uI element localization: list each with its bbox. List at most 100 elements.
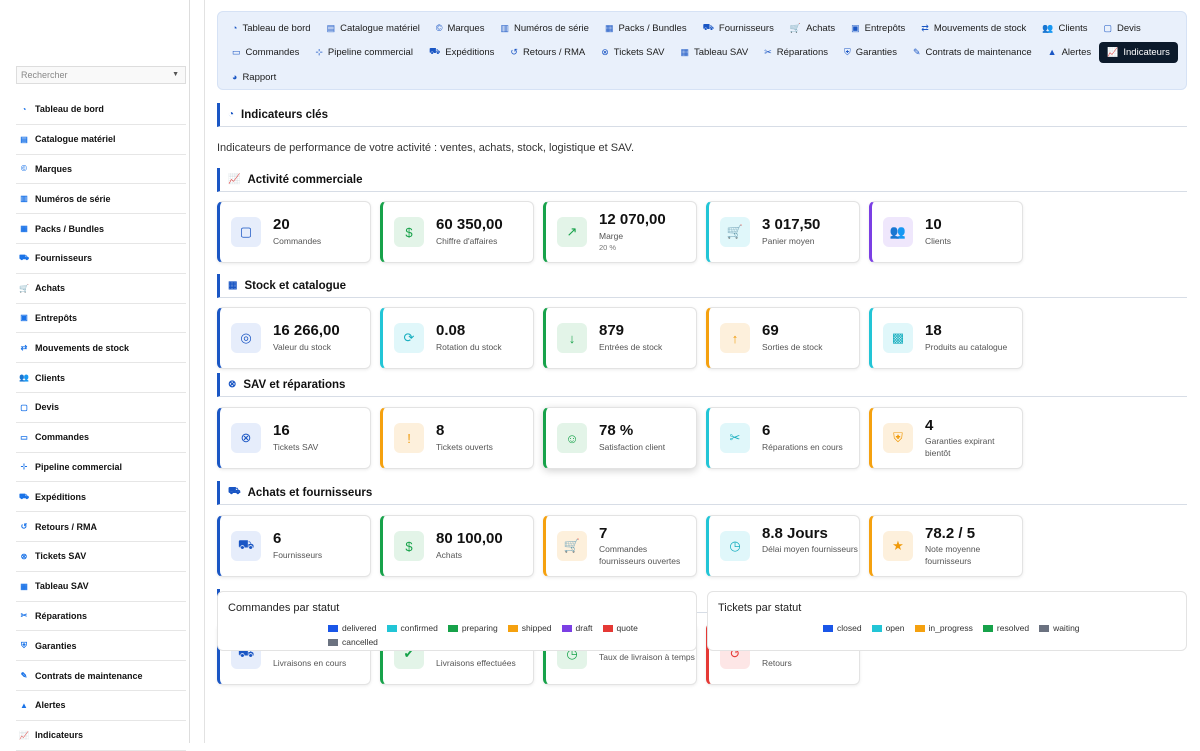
tab-label: Catalogue matériel (340, 22, 420, 34)
boxes-icon: ▦ (228, 280, 238, 291)
tab-commandes[interactable]: ▭ Commandes (224, 42, 307, 62)
tab-retours-rma[interactable]: ↺ Retours / RMA (502, 42, 593, 62)
tab-tableau-de-bord[interactable]: ◔ Tableau de bord (224, 18, 319, 38)
legend-item[interactable]: delivered (328, 623, 377, 633)
section-title: Activité commerciale (247, 173, 363, 186)
tab-tickets-sav[interactable]: ⊗ Tickets SAV (593, 42, 672, 62)
kpi-value: 3 017,50 (762, 216, 821, 233)
sidebar-item-label: Alertes (35, 700, 66, 711)
gauge-icon: ◔ (228, 109, 235, 120)
sidebar-item-contrats-de-maintenance[interactable]: ✎ Contrats de maintenance (16, 661, 186, 691)
sidebar-item-marques[interactable]: © Marques (16, 155, 186, 185)
shield-icon: ⛨ (883, 423, 913, 453)
legend-label: preparing (461, 623, 498, 633)
chip-icon: ▩ (883, 323, 913, 353)
tab-mouvements-de-stock[interactable]: ⇄ Mouvements de stock (913, 18, 1034, 38)
sidebar-item-label: Packs / Bundles (35, 223, 105, 234)
kpi-value: 6 (762, 422, 771, 439)
sidebar-item-packs-bundles[interactable]: ▦ Packs / Bundles (16, 214, 186, 244)
tab-tableau-sav[interactable]: ▦ Tableau SAV (672, 42, 756, 62)
clock-icon: ◷ (720, 531, 750, 561)
tab-r-parations[interactable]: ✂ Réparations (756, 42, 836, 62)
tab-entrep-ts[interactable]: ▣ Entrepôts (843, 18, 913, 38)
legend-item[interactable]: open (871, 623, 905, 633)
star-icon: ★ (883, 531, 913, 561)
sidebar-item-fournisseurs[interactable]: ⛟ Fournisseurs (16, 244, 186, 274)
sidebar-item-r-parations[interactable]: ✂ Réparations (16, 602, 186, 632)
legend-item[interactable]: closed (823, 623, 862, 633)
legend-item[interactable]: shipped (507, 623, 552, 633)
sidebar-item-retours-rma[interactable]: ↺ Retours / RMA (16, 512, 186, 542)
sidebar-item-entrep-ts[interactable]: ▣ Entrepôts (16, 304, 186, 334)
sidebar-item-label: Tableau SAV (35, 581, 89, 592)
kpi-label: Fournisseurs (273, 550, 323, 560)
tab-fournisseurs[interactable]: ⛟ Fournisseurs (695, 18, 782, 38)
legend-item[interactable]: resolved (982, 623, 1029, 633)
kpi-label: Livraisons en cours (273, 658, 347, 668)
sidebar-item-exp-ditions[interactable]: ⛟ Expéditions (16, 482, 186, 513)
sidebar-item-label: Numéros de série (35, 193, 111, 204)
legend-item[interactable]: confirmed (386, 623, 438, 633)
sidebar-item-achats[interactable]: 🛒 Achats (16, 274, 186, 304)
tab-catalogue-mat-riel[interactable]: ▤ Catalogue matériel (319, 18, 428, 38)
sidebar-item-label: Réparations (35, 610, 88, 621)
search-placeholder: Rechercher (21, 70, 68, 80)
legend-item[interactable]: draft (561, 623, 593, 633)
gauge-icon: ◔ (232, 23, 238, 33)
kpi-card: ✂ 6 Réparations en cours (706, 407, 860, 469)
boxes-icon: ▦ (604, 22, 614, 33)
legend-item[interactable]: preparing (447, 623, 498, 633)
page-title-text: Indicateurs clés (241, 108, 328, 121)
kpi-label: Taux de livraison à temps (599, 652, 695, 662)
trend-icon: ↗ (557, 217, 587, 247)
tab-rapport[interactable]: ◕ Rapport (224, 67, 284, 87)
sidebar-item-devis[interactable]: ▢ Devis (16, 393, 186, 423)
truck-icon: ⛟ (18, 253, 30, 263)
sidebar-item-indicateurs[interactable]: 📈 Indicateurs (16, 721, 186, 751)
tab-devis[interactable]: ▢ Devis (1096, 18, 1149, 38)
sidebar-item-garanties[interactable]: ⛨ Garanties (16, 631, 186, 662)
sidebar-item-catalogue-mat-riel[interactable]: ▤ Catalogue matériel (16, 125, 186, 155)
barcode-icon: ▥ (20, 194, 28, 204)
legend-item[interactable]: in_progress (914, 623, 973, 633)
tab-alertes[interactable]: ▲ Alertes (1040, 42, 1100, 62)
contract-icon: ✎ (20, 671, 28, 681)
tab-marques[interactable]: © Marques (428, 18, 493, 38)
tab-achats[interactable]: 🛒 Achats (782, 18, 843, 38)
tab-exp-ditions[interactable]: ⛟ Expéditions (421, 42, 502, 62)
legend-item[interactable]: waiting (1039, 623, 1080, 633)
legend-item[interactable]: cancelled (328, 637, 378, 647)
lifering-icon: ⊗ (228, 379, 237, 390)
sidebar-item-label: Pipeline commercial (35, 461, 123, 472)
sidebar-item-tickets-sav[interactable]: ⊗ Tickets SAV (16, 542, 186, 572)
sidebar-item-num-ros-de-s-rie[interactable]: ▥ Numéros de série (16, 184, 186, 215)
sidebar-item-clients[interactable]: 👥 Clients (16, 363, 186, 393)
shield-icon: ⛨ (21, 640, 27, 650)
tab-row: ◔ Tableau de bord ▤ Catalogue matériel © Marq… (224, 16, 1180, 89)
kpi-label: Livraisons effectuées (436, 658, 516, 668)
chart-panel-orders: Commandes par statut delivered confirmed pr… (217, 591, 697, 651)
sidebar-item-label: Marques (35, 163, 73, 174)
sidebar-item-pipeline-commercial[interactable]: ⊹ Pipeline commercial (16, 453, 186, 483)
kpi-value: 879 (599, 322, 625, 339)
sidebar-item-mouvements-de-stock[interactable]: ⇄ Mouvements de stock (16, 333, 186, 364)
legend-item[interactable]: quote (602, 623, 638, 633)
sidebar-item-label: Expéditions (35, 491, 87, 502)
sidebar-item-tableau-sav[interactable]: ▦ Tableau SAV (16, 572, 186, 602)
sidebar-item-tableau-de-bord[interactable]: ◔ Tableau de bord (16, 95, 186, 125)
search-select[interactable]: Rechercher ▼ (16, 66, 186, 84)
legend-swatch (328, 639, 338, 647)
tab-contrats-de-maintenance[interactable]: ✎ Contrats de maintenance (905, 42, 1040, 62)
kpi-value: 78.2 / 5 (925, 525, 976, 542)
truck-icon: ⛟ (702, 22, 714, 32)
tab-garanties[interactable]: ⛨ Garanties (836, 42, 905, 62)
legend-label: shipped (521, 623, 552, 633)
tab-clients[interactable]: 👥 Clients (1034, 18, 1095, 38)
tab-pipeline-commercial[interactable]: ⊹ Pipeline commercial (307, 42, 421, 62)
tab-num-ros-de-s-rie[interactable]: ▥ Numéros de série (492, 18, 597, 38)
section-title: Achats et fournisseurs (247, 486, 373, 499)
sidebar-item-alertes[interactable]: ▲ Alertes (16, 691, 186, 721)
tab-packs-bundles[interactable]: ▦ Packs / Bundles (597, 18, 695, 38)
sidebar-item-commandes[interactable]: ▭ Commandes (16, 423, 186, 453)
tab-indicateurs[interactable]: 📈 Indicateurs (1099, 42, 1178, 63)
